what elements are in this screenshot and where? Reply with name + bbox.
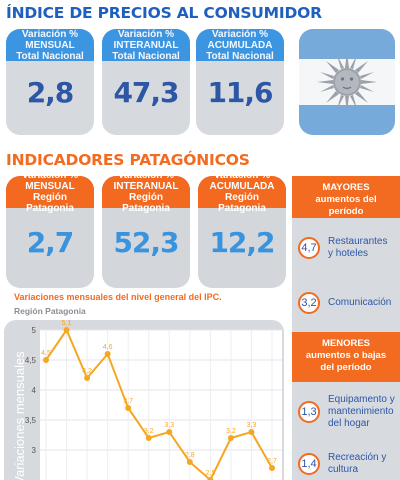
y-tick-label: 5	[32, 326, 37, 335]
card-header: Variación % MENSUAL Región Patagonia	[6, 176, 94, 214]
mayores-item: 4,7 Restaurantes y hoteles	[292, 236, 400, 260]
data-label: 2,5	[205, 470, 215, 477]
patagonia-card-mensual: Variación % MENSUAL Región Patagonia 2,7	[6, 176, 94, 288]
item-label: Comunicación	[328, 297, 392, 308]
item-label: Equipamento y mantenimiento del hogar	[328, 394, 395, 429]
data-label: 3,2	[144, 428, 154, 435]
chart-title: Variaciones mensuales del nivel general …	[14, 292, 222, 302]
flag-sun-card	[299, 29, 395, 135]
ipc-card-interanual: Variación % INTERANUAL Total Nacional 47…	[102, 29, 190, 135]
menores-item: 1,4 Recreación y cultura	[292, 452, 400, 476]
data-label: 2,8	[185, 452, 195, 459]
value-circle: 3,2	[298, 292, 320, 314]
data-label: 3,3	[164, 422, 174, 429]
card-value: 47,3	[113, 76, 179, 109]
data-point	[63, 327, 70, 333]
data-point	[207, 477, 214, 480]
y-axis-label: Variaciones mensuales	[12, 351, 27, 480]
data-point	[125, 405, 132, 411]
card-header: Variación % MENSUAL Total Nacional	[6, 29, 94, 62]
patagonia-section-title: INDICADORES PATAGÓNICOS	[6, 151, 250, 169]
card-header: Variación % INTERANUAL Total Nacional	[102, 29, 190, 62]
sidebar-panel: MAYORES aumentos del período 4,7 Restaur…	[292, 176, 400, 480]
value-circle: 4,7	[298, 237, 320, 259]
data-point	[248, 429, 255, 435]
y-tick-label: 3	[32, 446, 37, 455]
ipc-card-mensual: Variación % MENSUAL Total Nacional 2,8	[6, 29, 94, 135]
card-value: 11,6	[207, 76, 273, 109]
data-point	[227, 435, 234, 441]
data-label: 4,2	[82, 368, 92, 375]
item-label: Restaurantes y hoteles	[328, 236, 388, 259]
data-label: 2,7	[267, 458, 277, 465]
data-label: 5,1	[62, 320, 72, 327]
mayores-header: MAYORES aumentos del período	[292, 176, 400, 218]
card-header: Variación % INTERANUAL Región Patagonia	[102, 176, 190, 214]
plot-area	[40, 330, 282, 480]
patagonia-card-interanual: Variación % INTERANUAL Región Patagonia …	[102, 176, 190, 288]
y-tick-label: 3,5	[25, 416, 37, 425]
card-header: Variación % ACUMULADA Región Patagonia	[198, 176, 286, 214]
item-label: Recreación y cultura	[328, 452, 387, 475]
card-value: 12,2	[209, 226, 275, 259]
mayores-item: 3,2 Comunicación	[292, 292, 400, 314]
data-point	[186, 459, 193, 465]
data-point	[104, 351, 111, 357]
data-point	[269, 465, 275, 471]
sol-de-mayo-icon	[299, 29, 395, 135]
ipc-section-title: ÍNDICE DE PRECIOS AL CONSUMIDOR	[6, 4, 322, 22]
ipc-line-chart: Variaciones mensuales 5 4,5 4 3,5 3 4,5 5,1 4,…	[4, 320, 284, 480]
data-label: 3,7	[123, 398, 133, 405]
data-label: 4,6	[103, 344, 113, 351]
y-tick-label: 4	[32, 386, 37, 395]
data-label: 3,2	[226, 428, 236, 435]
menores-header: MENORES aumentos o bajas del período	[292, 332, 400, 382]
ipc-card-acumulada: Variación % ACUMULADA Total Nacional 11,…	[196, 29, 284, 135]
data-label: 4,5	[41, 350, 51, 357]
series-line	[45, 327, 273, 480]
card-header: Variación % ACUMULADA Total Nacional	[196, 29, 284, 62]
data-point	[43, 357, 49, 363]
chart-subtitle: Región Patagonia	[14, 306, 86, 316]
value-circle: 1,3	[298, 401, 320, 423]
menores-item: 1,3 Equipamento y mantenimiento del hoga…	[292, 394, 400, 430]
y-tick-label: 4,5	[25, 356, 37, 365]
data-point	[84, 375, 91, 381]
patagonia-card-acumulada: Variación % ACUMULADA Región Patagonia 1…	[198, 176, 286, 288]
data-point	[145, 435, 152, 441]
data-point	[166, 429, 173, 435]
value-circle: 1,4	[298, 453, 320, 475]
card-value: 2,7	[26, 226, 75, 259]
card-value: 52,3	[113, 226, 179, 259]
card-value: 2,8	[26, 76, 75, 109]
data-label: 3,3	[247, 422, 257, 429]
